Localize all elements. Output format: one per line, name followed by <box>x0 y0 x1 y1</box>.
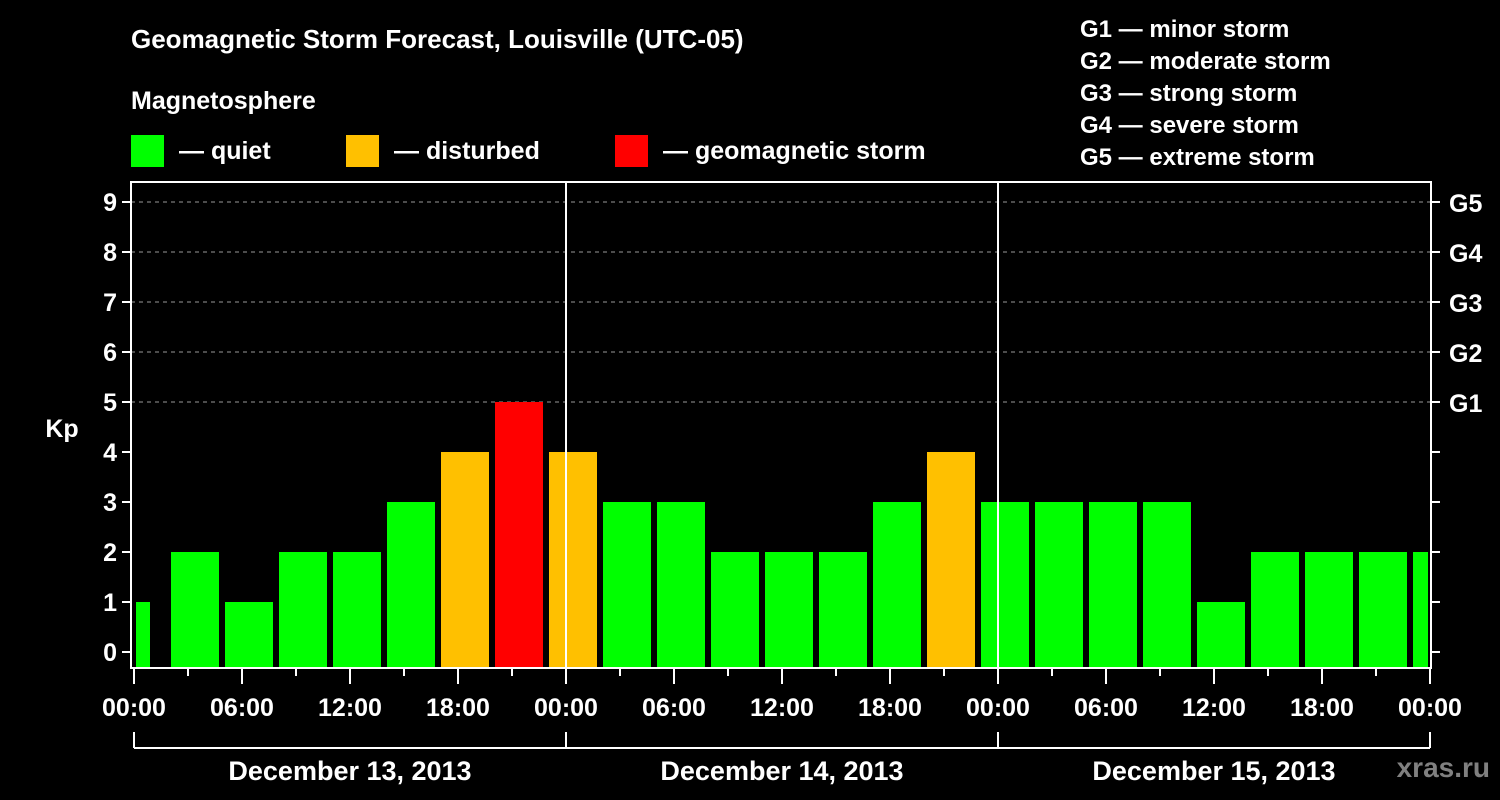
g-level-label: G3 <box>1449 290 1482 318</box>
axis-labels: 0 1 2 3 4 5 6 7 8 9 G1 G2 G3 G4 G5 Kp 00:00 06:00 12:00 18:… <box>45 189 1482 786</box>
g-level-label: G2 <box>1449 340 1482 368</box>
y-tick-label: 3 <box>103 489 117 517</box>
g4-description: G4 — severe storm <box>1080 112 1299 139</box>
x-tick-label: 18:00 <box>858 694 922 722</box>
g5-description: G5 — extreme storm <box>1080 144 1315 171</box>
x-tick-label: 12:00 <box>1182 694 1246 722</box>
g-scale-legend: G1 — minor storm G2 — moderate storm G3 … <box>1080 14 1331 174</box>
legend-disturbed-label: — disturbed <box>394 136 540 165</box>
g-level-label: G5 <box>1449 190 1482 218</box>
y-tick-label: 5 <box>103 389 117 417</box>
kp-bar <box>1305 552 1353 667</box>
kp-bar <box>1359 552 1407 667</box>
kp-bar <box>927 452 975 667</box>
y-tick-label: 2 <box>103 539 117 567</box>
day-label: December 13, 2013 <box>228 756 471 786</box>
x-tick-label: 00:00 <box>1398 694 1462 722</box>
watermark: xras.ru <box>1396 752 1490 783</box>
x-tick-label: 00:00 <box>534 694 598 722</box>
x-tick-label: 06:00 <box>210 694 274 722</box>
kp-bar <box>981 502 1029 667</box>
legend-quiet: — quiet <box>131 135 271 167</box>
x-tick-label: 18:00 <box>1290 694 1354 722</box>
storm-swatch-icon <box>615 135 648 167</box>
x-tick-label: 06:00 <box>642 694 706 722</box>
kp-bar <box>603 502 651 667</box>
y-tick-label: 8 <box>103 239 117 267</box>
g-level-label: G4 <box>1449 240 1482 268</box>
g2-description: G2 — moderate storm <box>1080 48 1331 75</box>
legend-disturbed: — disturbed <box>346 135 540 167</box>
kp-bar <box>1197 602 1245 667</box>
g1-description: G1 — minor storm <box>1080 16 1290 43</box>
y-axis-label: Kp <box>45 415 78 443</box>
kp-bar <box>136 602 150 667</box>
x-tick-label: 06:00 <box>1074 694 1138 722</box>
kp-bar <box>441 452 489 667</box>
kp-bar <box>1143 502 1191 667</box>
bars <box>136 402 1428 667</box>
y-tick-label: 1 <box>103 589 117 617</box>
kp-bar <box>1035 502 1083 667</box>
y-tick-label: 4 <box>103 439 117 467</box>
x-tick-label: 00:00 <box>966 694 1030 722</box>
kp-bar <box>765 552 813 667</box>
legend-storm: — geomagnetic storm <box>615 135 926 167</box>
kp-bar <box>711 552 759 667</box>
y-tick-label: 0 <box>103 639 117 667</box>
legend-quiet-label: — quiet <box>179 136 271 165</box>
g-level-label: G1 <box>1449 390 1482 418</box>
y-tick-label: 6 <box>103 339 117 367</box>
kp-bar <box>819 552 867 667</box>
x-tick-label: 00:00 <box>102 694 166 722</box>
kp-bar <box>171 552 219 667</box>
kp-bar <box>549 452 597 667</box>
x-tick-label: 12:00 <box>318 694 382 722</box>
kp-bar <box>333 552 381 667</box>
legend-storm-label: — geomagnetic storm <box>663 136 926 165</box>
disturbed-swatch-icon <box>346 135 379 167</box>
kp-bar <box>657 502 705 667</box>
axes <box>122 181 1440 749</box>
quiet-swatch-icon <box>131 135 164 167</box>
g3-description: G3 — strong storm <box>1080 80 1298 107</box>
y-tick-label: 7 <box>103 289 117 317</box>
kp-bar <box>495 402 543 667</box>
kp-bar <box>1251 552 1299 667</box>
kp-bar <box>279 552 327 667</box>
kp-bar <box>225 602 273 667</box>
y-tick-label: 9 <box>103 189 117 217</box>
kp-bar <box>1089 502 1137 667</box>
kp-bar <box>873 502 921 667</box>
kp-bar <box>387 502 435 667</box>
kp-bar <box>1413 552 1428 667</box>
grid-lines <box>131 201 1431 403</box>
chart-title: Geomagnetic Storm Forecast, Louisville (… <box>131 24 744 54</box>
day-label: December 14, 2013 <box>660 756 903 786</box>
x-tick-label: 18:00 <box>426 694 490 722</box>
x-tick-label: 12:00 <box>750 694 814 722</box>
magnetosphere-label: Magnetosphere <box>131 87 316 115</box>
day-label: December 15, 2013 <box>1092 756 1335 786</box>
